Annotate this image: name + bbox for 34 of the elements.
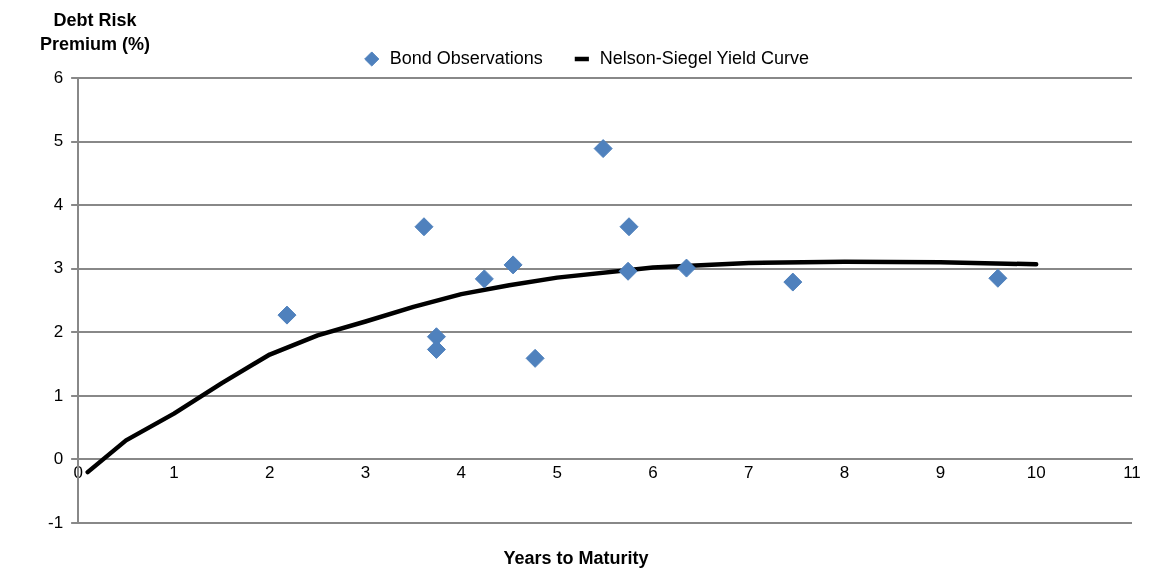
point [593, 139, 613, 159]
y-tick-label: 3 [53, 258, 64, 278]
y-tick-label: 2 [53, 321, 64, 341]
point [783, 272, 803, 292]
point [618, 261, 638, 281]
point [277, 305, 297, 325]
x-tick-label: 11 [1123, 463, 1141, 483]
x-tick-label: 1 [169, 463, 179, 483]
x-tick-label: 9 [935, 463, 946, 483]
x-tick-label: 7 [744, 463, 754, 483]
x-tick-label: 8 [839, 463, 850, 483]
x-tick-label: 2 [265, 463, 275, 483]
x-tick-label: 6 [648, 463, 658, 483]
legend-label: Nelson-Siegel Yield Curve [599, 47, 809, 68]
y-tick-label: -1 [47, 512, 64, 532]
x-axis-title: Years to Maturity [502, 548, 650, 569]
y-tick-label: 1 [53, 385, 64, 405]
x-tick-label: 3 [360, 463, 371, 483]
x-tick-label: 4 [456, 463, 467, 483]
y-tick-label: 5 [53, 131, 64, 151]
y-tick-label: 4 [53, 194, 64, 214]
x-tick-label: 5 [552, 463, 562, 483]
point [525, 348, 545, 368]
x-tick-label: 10 [1026, 463, 1046, 483]
legend-label: Bond Observations [389, 47, 543, 68]
y-axis-title: Debt Risk Premium (%) [39, 9, 151, 56]
point [988, 268, 1008, 288]
y-tick-label: 6 [53, 67, 64, 87]
point [414, 217, 434, 237]
point [503, 255, 523, 275]
point [474, 269, 494, 289]
point [619, 217, 639, 237]
y-tick-label: 0 [53, 449, 64, 469]
point [676, 258, 696, 278]
